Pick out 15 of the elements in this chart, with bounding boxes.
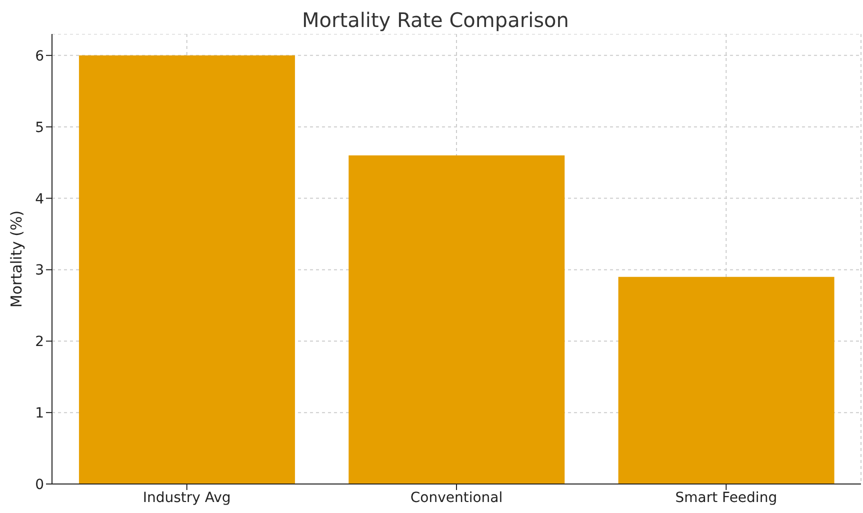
- y-tick-label: 3: [35, 262, 44, 279]
- y-tick-label: 1: [35, 406, 44, 422]
- y-axis-title: Mortality (%): [7, 210, 26, 308]
- y-tick-label: 2: [35, 334, 44, 350]
- y-tick-label: 4: [35, 191, 44, 208]
- y-tick-label: 5: [35, 120, 44, 136]
- chart-title: Mortality Rate Comparison: [301, 8, 570, 34]
- x-tick-label: Conventional: [410, 490, 503, 506]
- x-tick-label: Smart Feeding: [675, 490, 778, 506]
- x-tick-label: Industry Avg: [142, 490, 231, 506]
- bar: [348, 155, 565, 484]
- bar: [78, 55, 295, 484]
- y-tick-label: 6: [35, 48, 44, 64]
- y-tick-label: 0: [35, 476, 44, 493]
- bar: [618, 276, 834, 484]
